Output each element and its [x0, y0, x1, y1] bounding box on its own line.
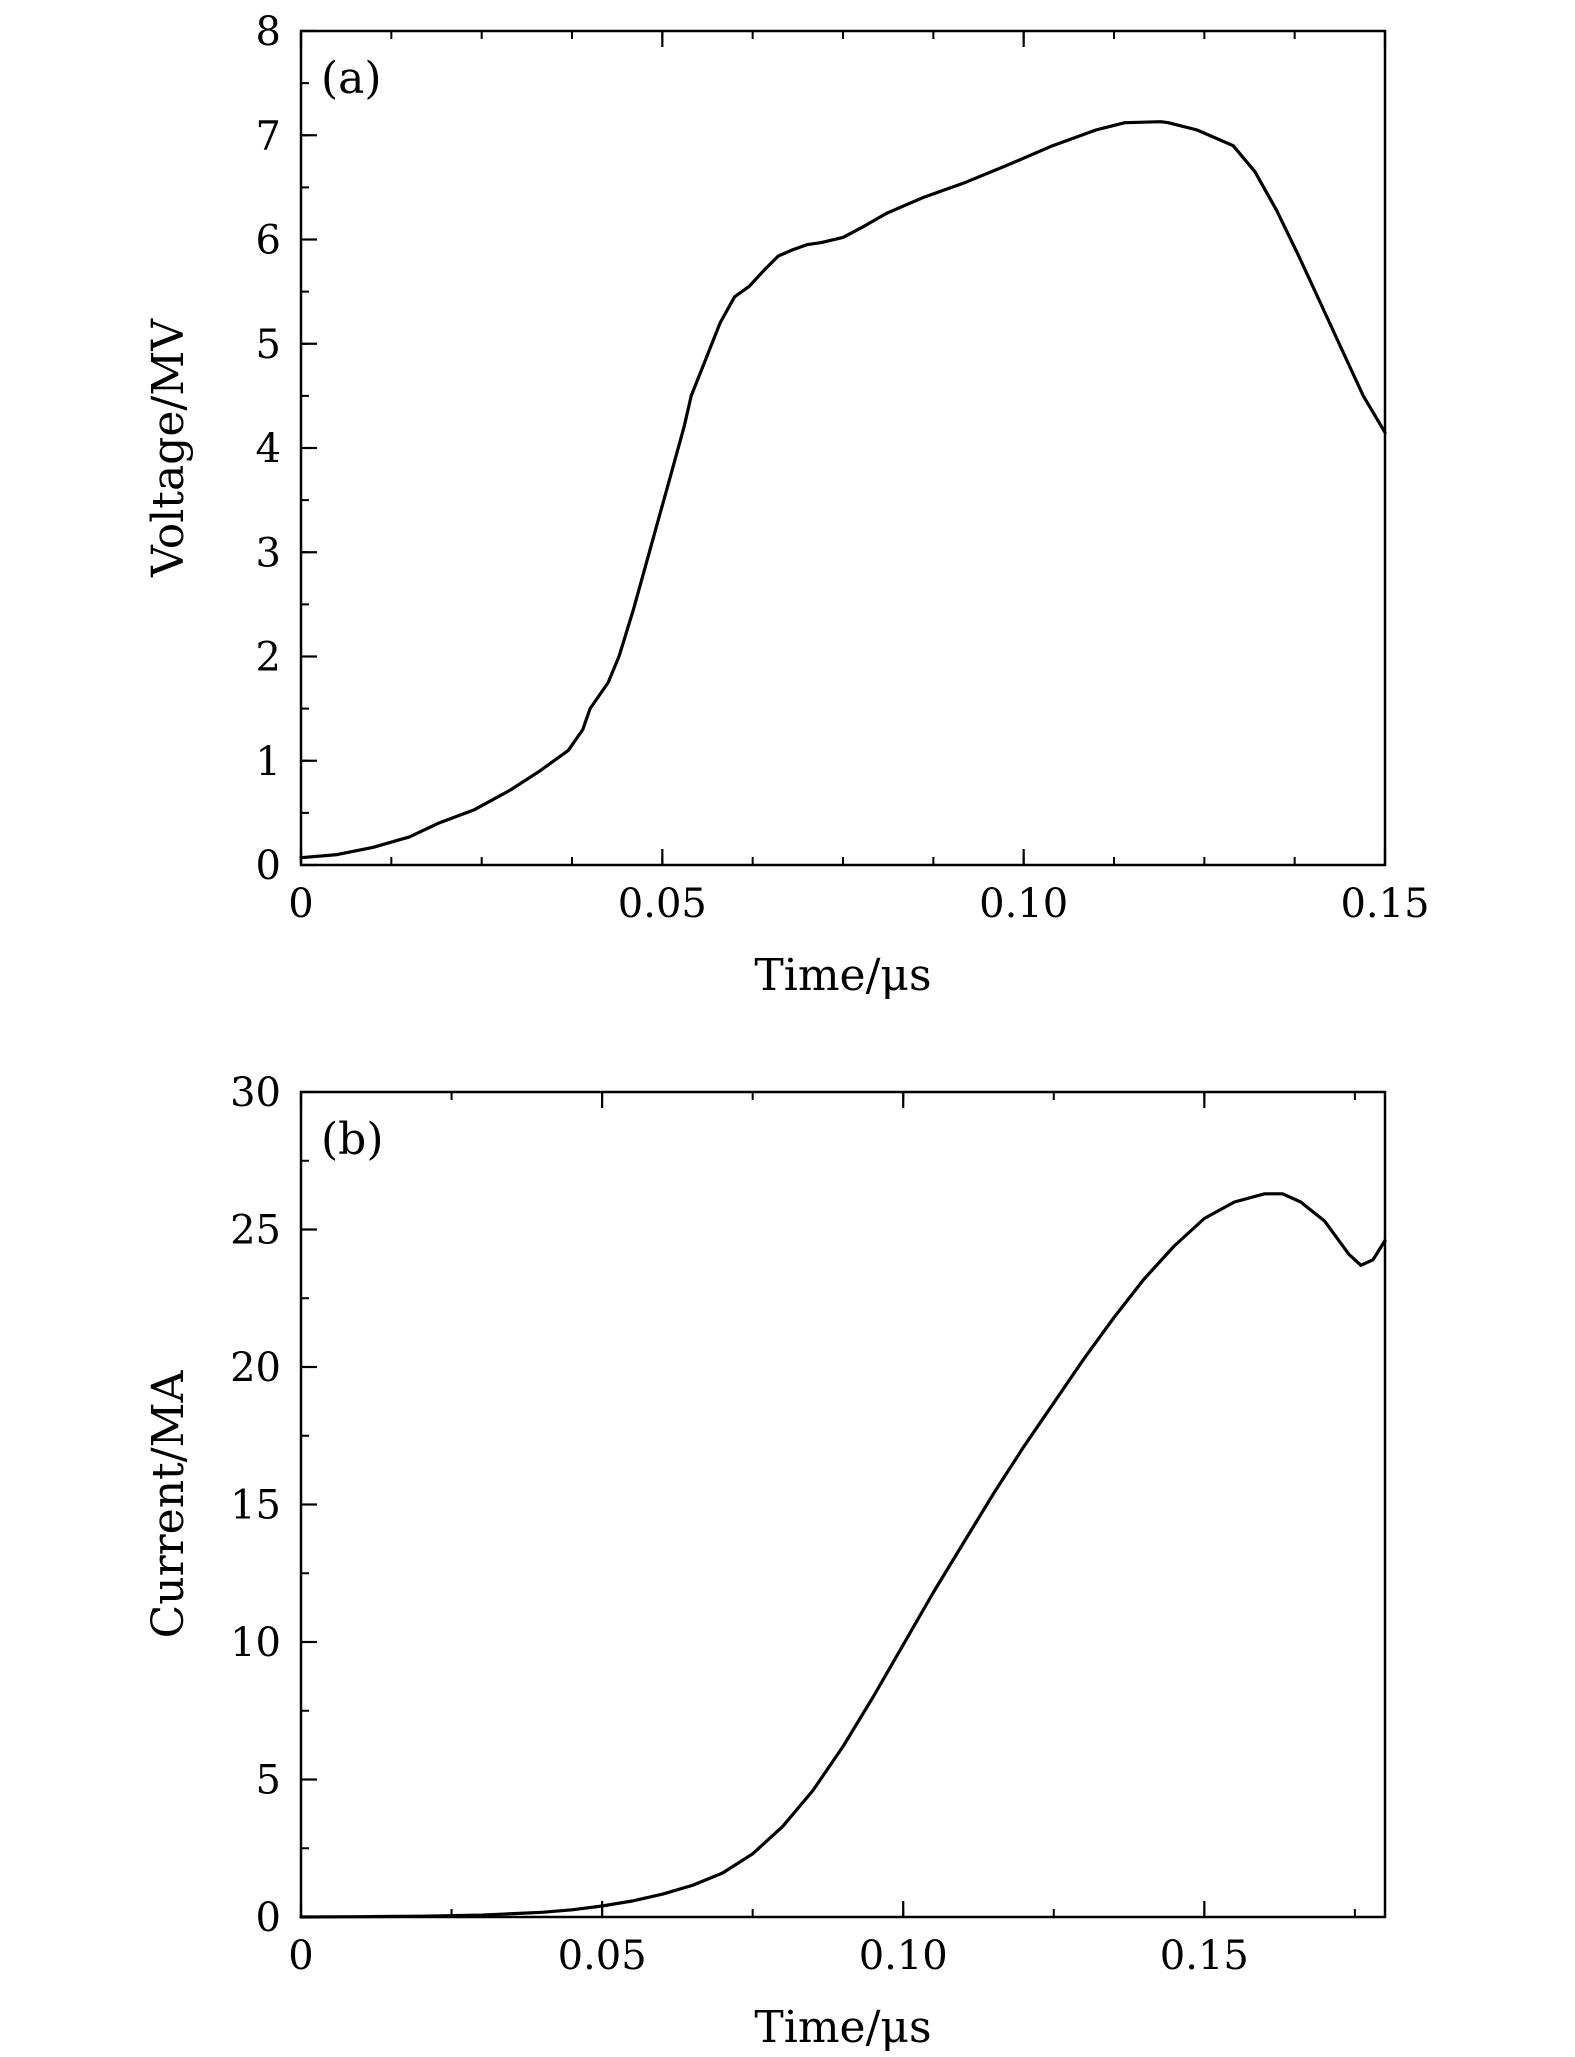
- plot-frame: [299, 29, 1387, 867]
- y-tick-label: 2: [256, 635, 281, 681]
- y-tick-label: 20: [230, 1345, 281, 1391]
- x-tick-label: 0.15: [1160, 1933, 1249, 1979]
- series-line: [299, 120, 1387, 860]
- x-tick-label: 0.10: [859, 1933, 948, 1979]
- y-tick-label: 30: [230, 1070, 281, 1116]
- y-tick-label: 3: [256, 530, 281, 576]
- x-tick-label: 0.05: [618, 881, 707, 927]
- y-tick-label: 15: [230, 1483, 281, 1529]
- y-tick-label: 0: [256, 843, 281, 889]
- y-tick-label: 5: [256, 322, 281, 368]
- panel-b-current-chart: 0 0.05 0.10 0.15 0 5 10 15 20 25 30 Time/μs Current/…: [143, 1070, 1387, 2053]
- y-tick-label: 5: [256, 1758, 281, 1804]
- y-axis-label: Voltage/MV: [143, 318, 194, 578]
- x-tick-label: 0: [288, 881, 313, 927]
- panel-a-voltage-chart: 0 0.05 0.10 0.15 0 1 2 3 4 5 6 7 8 Time/μs Voltage/MV (…: [143, 9, 1430, 1001]
- y-tick-label: 25: [230, 1208, 281, 1254]
- y-tick-label: 10: [230, 1620, 281, 1666]
- x-tick-label: 0.05: [558, 1933, 647, 1979]
- y-tick-label: 4: [256, 426, 281, 472]
- x-tick-label: 0: [288, 1933, 313, 1979]
- y-tick-label: 1: [256, 739, 281, 785]
- panel-label: (b): [321, 1114, 384, 1165]
- series-line: [299, 1192, 1387, 1919]
- x-tick-label: 0.10: [979, 881, 1068, 927]
- y-tick-label: 8: [256, 9, 281, 55]
- x-axis-label: Time/μs: [754, 2002, 931, 2053]
- x-axis-label: Time/μs: [754, 950, 931, 1001]
- plot-frame: [299, 1090, 1387, 1919]
- y-axis-label: Current/MA: [143, 1369, 194, 1638]
- y-tick-label: 6: [256, 218, 281, 264]
- y-tick-label: 7: [256, 113, 281, 159]
- y-tick-label: 0: [256, 1895, 281, 1941]
- panel-label: (a): [321, 53, 382, 104]
- x-tick-label: 0.15: [1340, 881, 1429, 927]
